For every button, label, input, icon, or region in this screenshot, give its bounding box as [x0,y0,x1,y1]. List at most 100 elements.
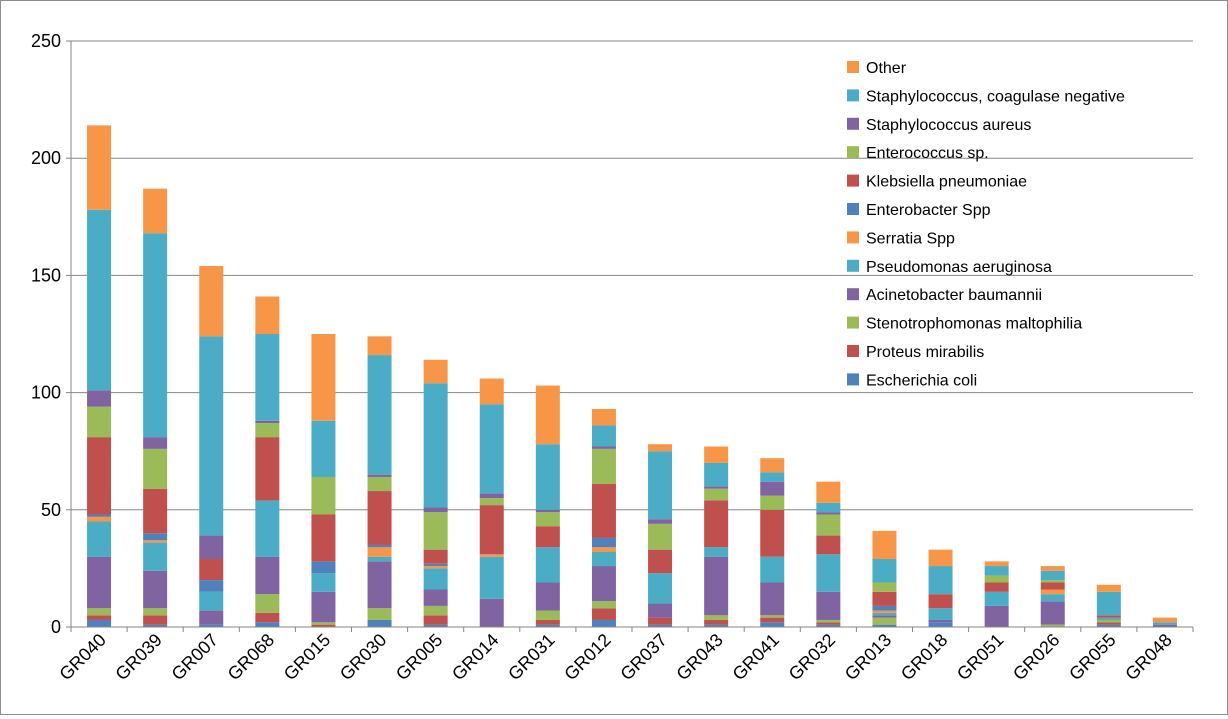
x-tick-label: GR032 [785,630,839,684]
legend-swatch [847,288,859,301]
bar-segment [648,451,673,520]
bar-segment [255,437,280,501]
bar-segment [87,556,112,609]
bar-segment [535,547,560,583]
bar-segment [143,188,168,234]
bar-segment [479,404,504,494]
legend-label: Klebsiella pneumoniae [866,174,1027,191]
bar-segment [311,514,336,562]
y-tick-label: 200 [31,148,61,168]
bar-segment [255,594,280,613]
bar-segment [591,446,616,449]
bar-segment [535,509,560,513]
bar-segment [255,334,280,421]
bar-segment [367,619,392,627]
bar-segment [704,556,729,616]
bar-segment [760,472,785,482]
bar-segment [984,566,1009,576]
bar-segment [199,266,224,337]
y-axis-ticks: 0 50 100 150 200 250 [31,31,71,637]
bar-segment [928,549,953,567]
bar-segment [1152,624,1177,627]
bar-segment [928,622,953,627]
bar-segment [984,591,1009,606]
bar-segment [367,355,392,475]
legend-swatch [847,259,859,272]
bar-segment [1040,582,1065,590]
y-tick-label: 250 [31,31,61,51]
bar-segment [199,336,224,536]
legend-swatch [847,89,859,102]
bar-segment [704,500,729,548]
bar-segment [87,125,112,210]
bar-segment [704,486,729,489]
legend-label: Staphylococcus, coagulase negative [866,88,1125,105]
x-tick-label: GR018 [897,630,951,684]
x-tick-label: GR015 [280,630,334,684]
legend-swatch [847,117,859,130]
x-tick-label: GR068 [224,630,278,684]
bar-segment [535,619,560,625]
bar-segment [816,619,841,623]
bar-segment [367,476,392,492]
bar-segment [872,591,897,606]
bar-segment [479,505,504,555]
bar-segment [928,608,953,620]
bar-segment [367,547,392,557]
legend-label: Serratia Spp [866,230,955,247]
bar-segment [143,542,168,571]
bar-segment [704,488,729,501]
bar-segment [423,507,448,513]
bar-segment [1040,624,1065,627]
bar-segment [143,570,168,609]
bar-segment [311,622,336,625]
bar-segment [87,209,112,391]
legend-label: Staphylococcus aureus [866,117,1031,134]
legend-swatch [847,61,859,73]
legend-swatch [847,231,859,244]
bar-segment [816,514,841,536]
x-tick-label: GR051 [953,630,1007,684]
bar-segment [648,549,673,574]
y-tick-label: 150 [31,265,61,285]
bar-segment [311,624,336,627]
bar-segment [423,359,448,384]
bar-segment [143,488,168,534]
legend-label: Pseudomonas aeruginosa [866,259,1052,276]
legend-label: Acinetobacter baumannii [866,287,1042,304]
bar-segment [591,547,616,552]
bar-segment [704,624,729,627]
bar-segment [423,512,448,550]
bar-segment [311,561,336,574]
bar-segment [423,549,448,564]
x-tick-label: GR013 [841,630,895,684]
bar-segment [1096,617,1121,620]
bar-segment [423,605,448,616]
bar-segment [367,336,392,356]
bar-segment [479,598,504,627]
legend-swatch [847,373,859,386]
bar-segment [928,619,953,623]
bar-segment [199,591,224,611]
bar-segment [816,502,841,513]
bar-segment [255,296,280,334]
bar-segment [591,448,616,485]
bar-segment [87,390,112,407]
bar-segment [704,446,729,463]
bar-segment [872,530,897,560]
bar-segment [591,484,616,538]
bar-segment [648,519,673,524]
x-tick-label: GR037 [616,630,670,684]
bar-segment [591,409,616,426]
bar-segment [928,566,953,595]
bar-segment [872,617,897,625]
y-tick-label: 50 [41,500,61,520]
bar-segment [872,624,897,627]
bar-segment [984,575,1009,583]
bar-segment [1096,624,1121,627]
bar-segment [535,582,560,611]
bar-segment [143,540,168,543]
bar-segment [311,334,336,421]
bar-segment [423,615,448,625]
